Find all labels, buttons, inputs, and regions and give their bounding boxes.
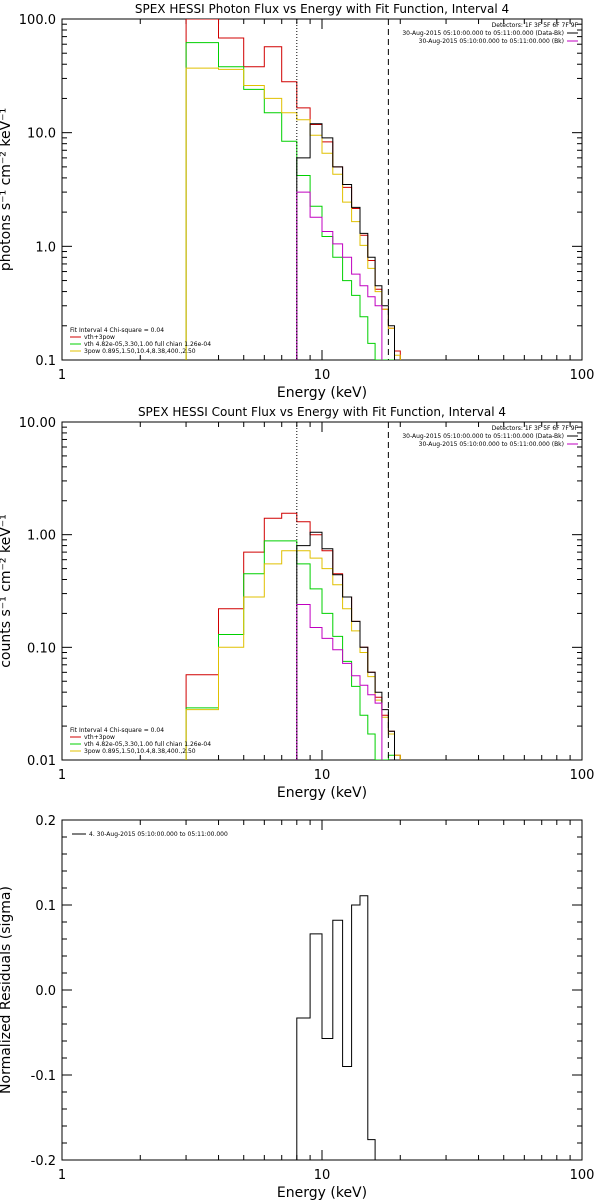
y-tick-label: 0.1: [35, 899, 56, 914]
y-tick-label: 10.0: [27, 127, 56, 142]
x-tick-label: 1: [58, 768, 66, 783]
series-line-5: [296, 604, 383, 760]
fit-legend-title: Fit Interval 4 Chi-square = 0.04: [70, 327, 164, 334]
series-line-1: [296, 895, 395, 1160]
fit-legend-title: Fit Interval 4 Chi-square = 0.04: [70, 727, 164, 734]
y-axis-label: photons s⁻¹ cm⁻² keV⁻¹: [0, 108, 14, 271]
detectors-label: Detectors: 1F 3F 5F 6F 7F 9F: [492, 22, 579, 29]
x-axis-label: Energy (keV): [277, 385, 367, 401]
detectors-label: Detectors: 1F 3F 5F 6F 7F 9F: [492, 425, 579, 432]
series-line-4: [296, 123, 395, 360]
plot-frame: [61, 18, 583, 361]
legend-entry: 3pow 0.895,1.50,10.4,8.38,400.,2.50: [84, 348, 196, 355]
y-tick-label: 0.10: [27, 641, 56, 656]
legend-entry: vth 4.82e-05,3.30,1.00 full chian 1.26e-…: [84, 741, 211, 748]
x-axis-label: Energy (keV): [277, 785, 367, 801]
legend-entry: 3pow 0.895,1.50,10.4,8.38,400.,2.50: [84, 748, 196, 755]
y-tick-label: -0.1: [31, 1069, 56, 1084]
y-tick-label: 10.00: [19, 416, 56, 431]
legend-entry: vth 4.82e-05,3.30,1.00 full chian 1.26e-…: [84, 341, 211, 348]
series-line-2: [185, 42, 395, 360]
legend-entry: vth+3pow: [84, 334, 115, 341]
x-tick-label: 10: [314, 1168, 331, 1183]
y-axis-label: counts s⁻¹ cm⁻² keV⁻¹: [0, 514, 14, 668]
chart-panel-2: SPEX HESSI Count Flux vs Energy with Fit…: [0, 405, 594, 801]
x-tick-label: 1: [58, 368, 66, 383]
time-interval-label: 30-Aug-2015 05:10:00.000 to 05:11:00.000…: [402, 433, 564, 440]
y-axis-label: Normalized Residuals (sigma): [0, 886, 14, 1094]
y-tick-label: 0.01: [27, 754, 56, 769]
series-line-4: [296, 531, 395, 760]
time-interval-label: 30-Aug-2015 05:10:00.000 to 05:11:00.000…: [402, 30, 564, 37]
y-tick-label: 1.00: [27, 529, 56, 544]
legend-entry: vth+3pow: [84, 734, 115, 741]
series-line-5: [296, 191, 383, 360]
y-tick-label: 0.2: [35, 814, 56, 829]
series-line-2: [185, 540, 395, 760]
y-tick-label: 0.0: [35, 984, 56, 999]
x-tick-label: 100: [570, 1168, 595, 1183]
chart-title: SPEX HESSI Count Flux vs Energy with Fit…: [138, 405, 506, 419]
x-tick-label: 10: [314, 768, 331, 783]
y-tick-label: 100.0: [19, 13, 56, 28]
time-interval-label: 30-Aug-2015 05:10:00.000 to 05:11:00.000…: [419, 441, 564, 448]
chart-panel-3: 1 10 100 -0.2 -0.1 0.0 0.1 0.2 Energy (keV) Norma…: [0, 814, 594, 1200]
y-tick-label: -0.2: [31, 1154, 56, 1169]
x-tick-label: 100: [570, 368, 595, 383]
x-axis-label: Energy (keV): [277, 1185, 367, 1200]
time-interval-label: 30-Aug-2015 05:10:00.000 to 05:11:00.000…: [419, 38, 564, 45]
series-line-3: [185, 67, 401, 360]
legend-entry: 4. 30-Aug-2015 05:10:00.000 to 05:11:00.…: [89, 831, 228, 838]
series-line-1: [185, 19, 401, 360]
x-tick-label: 1: [58, 1168, 66, 1183]
y-tick-label: 0.1: [35, 354, 56, 369]
series-line-1: [185, 512, 401, 760]
chart-title: SPEX HESSI Photon Flux vs Energy with Fi…: [135, 2, 509, 16]
y-tick-label: 1.0: [35, 240, 56, 255]
x-tick-label: 100: [570, 768, 595, 783]
chart-panel-1: SPEX HESSI Photon Flux vs Energy with Fi…: [0, 2, 594, 401]
x-tick-label: 10: [314, 368, 331, 383]
